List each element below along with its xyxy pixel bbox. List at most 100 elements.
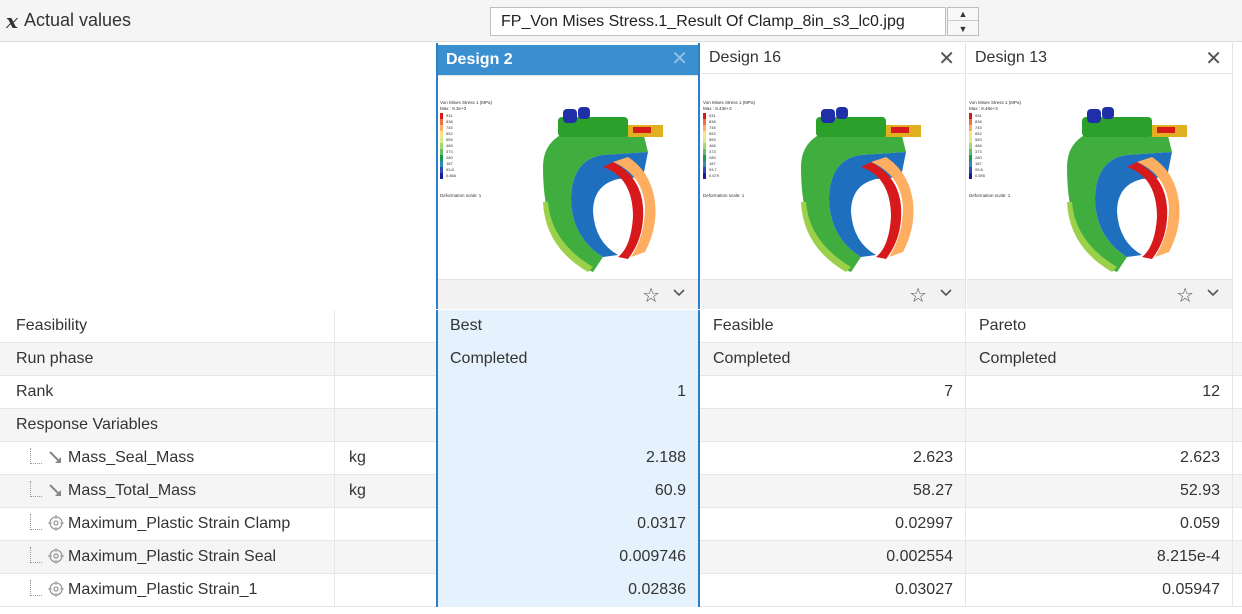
legend-swatch — [440, 161, 443, 167]
actual-values-label: Actual values — [23, 10, 131, 30]
table-row[interactable]: Maximum_Plastic Strain Clamp 0.0317 0.0299… — [0, 508, 1242, 541]
value-cell[interactable] — [701, 409, 966, 442]
table-row[interactable]: Mass_Seal_Mass kg 2.188 2.623 2.623 — [0, 442, 1242, 475]
legend-value: 93.8 — [446, 167, 455, 172]
legend-value: 838 — [975, 119, 982, 124]
value-cell[interactable]: Completed — [701, 343, 966, 376]
legend-swatch — [703, 143, 706, 149]
row-label: Maximum_Plastic Strain Seal — [30, 541, 348, 574]
toolbar-title: x Actual values — [6, 10, 131, 31]
minimize-arrow-icon — [49, 451, 61, 463]
value-cell[interactable] — [436, 409, 700, 442]
legend-title: Von Mises Stress 1 (MPa) — [703, 100, 756, 105]
value-cell[interactable]: 0.05947 — [967, 574, 1233, 607]
row-name: Maximum_Plastic Strain_1 — [68, 581, 258, 598]
legend-value: 838 — [446, 119, 453, 124]
legend-footer: Deformation scale: 1 — [440, 193, 482, 198]
tree-connector — [30, 514, 42, 530]
legend-value: 93.8 — [975, 167, 984, 172]
value-cell[interactable]: 0.009746 — [436, 541, 700, 574]
value-cell[interactable]: 0.03027 — [701, 574, 966, 607]
row-name: Run phase — [16, 350, 94, 367]
table-row[interactable]: Run phase Completed Completed Completed — [0, 343, 1242, 376]
tree-connector — [30, 481, 42, 497]
table-row[interactable]: Maximum_Plastic Strain Seal 0.009746 0.002… — [0, 541, 1242, 574]
spin-up-icon[interactable]: ▲ — [948, 8, 978, 21]
legend-value: 373 — [446, 149, 453, 154]
chevron-down-icon[interactable] — [1206, 286, 1220, 300]
value-cell[interactable]: Feasible — [701, 310, 966, 343]
file-spinner[interactable]: ▲ ▼ — [947, 7, 979, 36]
value-cell[interactable] — [967, 409, 1233, 442]
value-cell[interactable]: 2.623 — [701, 442, 966, 475]
unit-cell — [334, 376, 434, 409]
legend-value: 838 — [709, 119, 716, 124]
value-cell[interactable]: 7 — [701, 376, 966, 409]
column-footer: ☆ — [701, 279, 965, 309]
legend-value: 931 — [709, 113, 716, 118]
value-cell[interactable]: Best — [436, 310, 700, 343]
value-cell[interactable]: 60.9 — [436, 475, 700, 508]
image-file-select[interactable]: FP_Von Mises Stress.1_Result Of Clamp_8i… — [490, 7, 946, 36]
row-name: Mass_Total_Mass — [68, 482, 197, 499]
table-row[interactable]: Feasibility Best Feasible Pareto — [0, 310, 1242, 343]
value-cell[interactable]: 1 — [436, 376, 700, 409]
chevron-down-icon[interactable] — [672, 286, 686, 300]
design-title[interactable]: Design 16 — [701, 43, 965, 74]
legend-swatch — [703, 161, 706, 167]
legend-swatch — [440, 131, 443, 137]
star-icon[interactable]: ☆ — [642, 285, 660, 307]
table-row[interactable]: Maximum_Plastic Strain_1 0.02836 0.03027 0.… — [0, 574, 1242, 607]
design-column-13[interactable]: Design 13 ✕ Von Mises Stress 1 (MPa) Max … — [967, 43, 1233, 309]
target-icon — [48, 581, 64, 597]
spin-down-icon[interactable]: ▼ — [958, 23, 968, 34]
design-column-2[interactable]: Design 2 ✕ Von Mises Stress 1 (MPa) Max :… — [436, 43, 700, 309]
value-cell[interactable]: Pareto — [967, 310, 1233, 343]
star-icon[interactable]: ☆ — [909, 285, 927, 307]
legend-swatch — [440, 125, 443, 131]
row-label: Mass_Seal_Mass — [30, 442, 348, 475]
legend-value: 559 — [446, 137, 453, 142]
target-icon — [48, 515, 64, 531]
result-image: Von Mises Stress 1 (MPa) Max : 8.43e+3 931… — [701, 87, 965, 322]
value-cell[interactable]: 2.188 — [436, 442, 700, 475]
value-cell[interactable]: Completed — [967, 343, 1233, 376]
value-cell[interactable]: 58.27 — [701, 475, 966, 508]
design-column-16[interactable]: Design 16 ✕ Von Mises Stress 1 (MPa) Max … — [701, 43, 966, 309]
table-row[interactable]: Mass_Total_Mass kg 60.9 58.27 52.93 — [0, 475, 1242, 508]
value-cell[interactable]: 8.215e-4 — [967, 541, 1233, 574]
value-cell[interactable]: Completed — [436, 343, 700, 376]
value-cell[interactable]: 0.0317 — [436, 508, 700, 541]
legend-swatch — [440, 137, 443, 143]
chevron-down-icon[interactable] — [939, 286, 953, 300]
table-row[interactable]: Rank 1 7 12 — [0, 376, 1242, 409]
design-title[interactable]: Design 13 — [967, 43, 1232, 74]
value-cell[interactable]: 12 — [967, 376, 1233, 409]
legend-swatch — [703, 155, 706, 161]
table-row[interactable]: Response Variables — [0, 409, 1242, 442]
close-icon[interactable]: ✕ — [938, 48, 955, 70]
row-name: Maximum_Plastic Strain Seal — [68, 548, 277, 565]
legend-swatch — [969, 137, 972, 143]
legend-swatch — [969, 173, 972, 179]
value-cell[interactable]: 0.02836 — [436, 574, 700, 607]
design-title[interactable]: Design 2 — [438, 45, 698, 76]
legend-footer: Deformation scale: 1 — [969, 193, 1011, 198]
legend-swatch — [969, 167, 972, 173]
value-cell[interactable]: 0.059 — [967, 508, 1233, 541]
row-name: Response Variables — [16, 416, 159, 433]
value-cell[interactable]: 52.93 — [967, 475, 1233, 508]
legend-swatch — [703, 167, 706, 173]
tree-connector — [30, 547, 42, 563]
star-icon[interactable]: ☆ — [1176, 285, 1194, 307]
legend-value: 0.679 — [709, 173, 720, 178]
legend-swatch — [969, 161, 972, 167]
legend-swatch — [703, 125, 706, 131]
result-image: Von Mises Stress 1 (MPa) Max : 9.3e+3 931 8… — [438, 87, 698, 322]
close-icon[interactable]: ✕ — [1205, 48, 1222, 70]
value-cell[interactable]: 0.002554 — [701, 541, 966, 574]
legend-swatch — [440, 113, 443, 119]
close-icon[interactable]: ✕ — [671, 48, 688, 70]
value-cell[interactable]: 0.02997 — [701, 508, 966, 541]
value-cell[interactable]: 2.623 — [967, 442, 1233, 475]
